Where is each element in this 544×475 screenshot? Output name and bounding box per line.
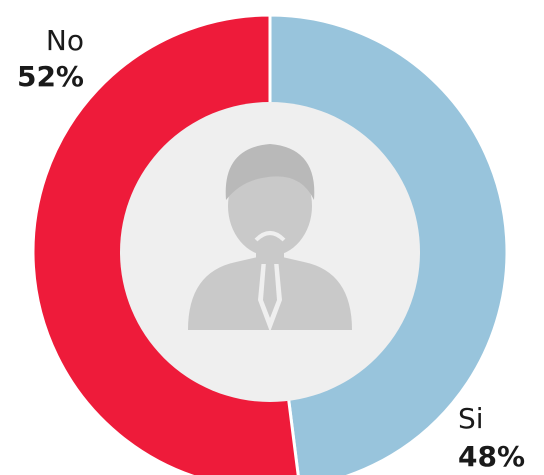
slice-value-label: 52% [17, 60, 84, 93]
person-icon [188, 144, 352, 332]
slice-name: No [46, 24, 84, 57]
slice-name: Si [458, 402, 484, 435]
slice-value-label: 48% [458, 440, 525, 473]
